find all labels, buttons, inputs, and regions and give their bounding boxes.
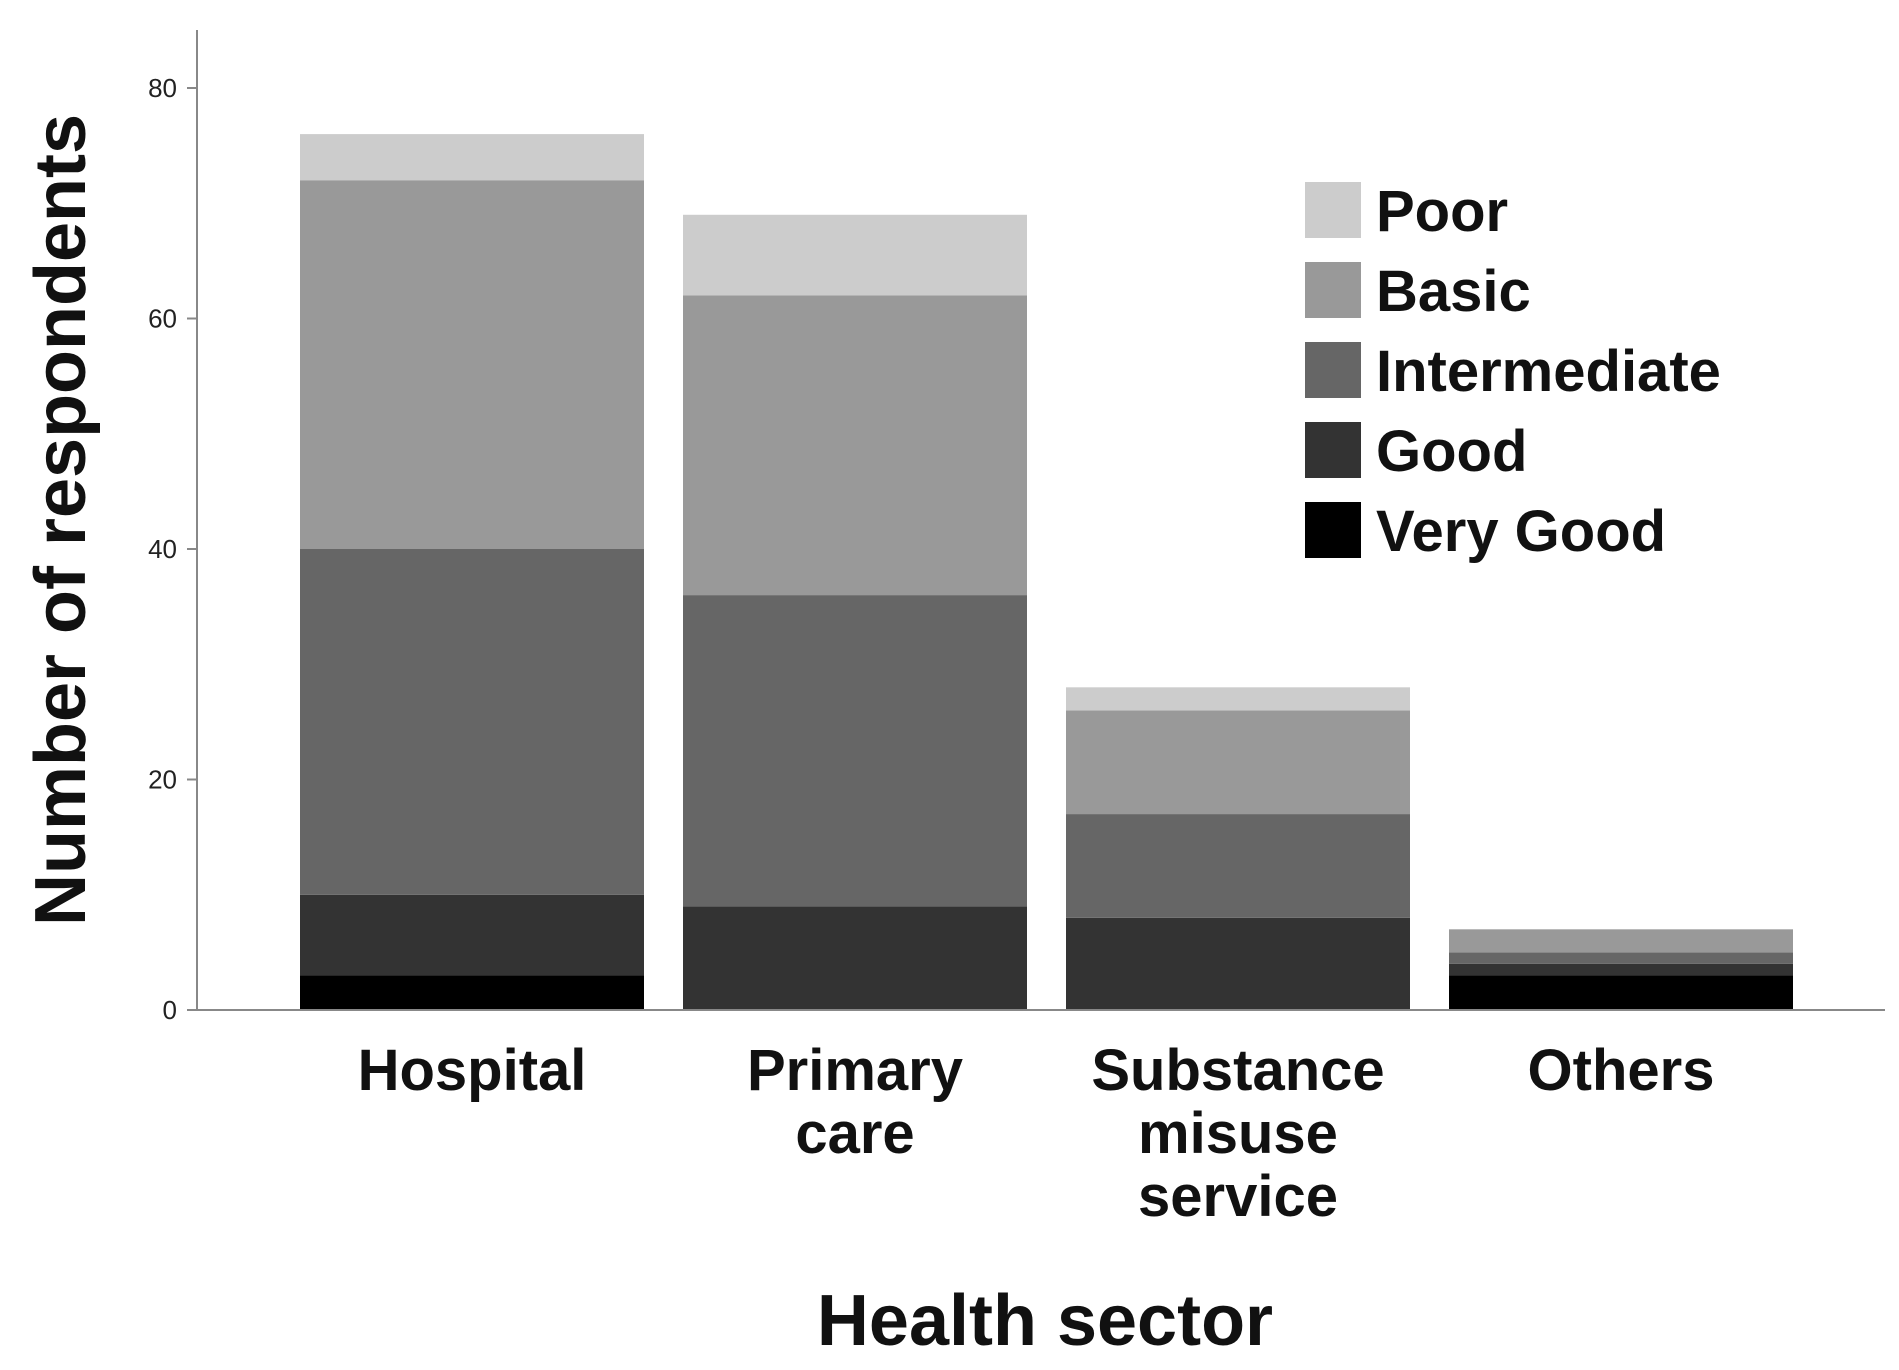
bar-segment-intermediate-2	[1066, 814, 1410, 918]
y-axis: 0 20 40 60 80	[148, 30, 198, 1025]
legend-label-good: Good	[1376, 419, 1527, 484]
x-tick-label-line-1-0: Primary	[747, 1038, 963, 1103]
y-tick-label-1: 20	[148, 765, 177, 795]
y-axis-title: Number of respondents	[21, 114, 101, 926]
bar-segment-very-good-0	[300, 975, 644, 1010]
x-tick-label-3: Others	[1528, 1038, 1715, 1103]
x-tick-label-line-1-1: care	[795, 1101, 914, 1166]
legend-label-very-good: Very Good	[1376, 499, 1666, 564]
bar-segment-intermediate-1	[683, 595, 1027, 907]
bars-layer	[300, 134, 1793, 1010]
y-tick-label-2: 40	[148, 534, 177, 564]
x-tick-label-line-2-2: service	[1138, 1164, 1338, 1229]
y-tick-label-0: 0	[163, 995, 177, 1025]
legend-swatch-poor	[1305, 182, 1361, 238]
x-tick-label-0: Hospital	[358, 1038, 587, 1103]
legend-swatch-very-good	[1305, 502, 1361, 558]
legend-swatch-good	[1305, 422, 1361, 478]
bar-segment-good-2	[1066, 917, 1410, 1010]
legend-swatch-basic	[1305, 262, 1361, 318]
x-axis: Hospital Primary care Substance misuse servic…	[197, 1009, 1885, 1229]
legend: Poor Basic Intermediate Good Very Good	[1305, 179, 1721, 564]
bar-segment-very-good-3	[1449, 975, 1793, 1010]
y-tick-label-4: 80	[148, 73, 177, 103]
bar-segment-poor-0	[300, 134, 644, 181]
x-tick-label-line-0-0: Hospital	[358, 1038, 587, 1103]
bar-segment-basic-0	[300, 180, 644, 549]
x-tick-label-line-3-0: Others	[1528, 1038, 1715, 1103]
bar-segment-poor-1	[683, 214, 1027, 296]
bar-segment-poor-2	[1066, 687, 1410, 711]
x-axis-title: Health sector	[817, 1281, 1273, 1361]
bar-segment-basic-1	[683, 295, 1027, 596]
bar-segment-intermediate-0	[300, 549, 644, 895]
bar-segment-basic-3	[1449, 929, 1793, 953]
legend-label-intermediate: Intermediate	[1376, 339, 1721, 404]
bar-segment-basic-2	[1066, 710, 1410, 815]
x-tick-label-line-2-1: misuse	[1138, 1101, 1338, 1166]
legend-label-poor: Poor	[1376, 179, 1508, 244]
legend-label-basic: Basic	[1376, 259, 1531, 324]
x-tick-label-line-2-0: Substance	[1091, 1038, 1384, 1103]
bar-segment-good-3	[1449, 963, 1793, 976]
legend-swatch-intermediate	[1305, 342, 1361, 398]
bar-segment-good-0	[300, 894, 644, 976]
bar-segment-intermediate-3	[1449, 952, 1793, 964]
bar-segment-good-1	[683, 906, 1027, 1010]
x-tick-label-2: Substance misuse service	[1091, 1038, 1384, 1229]
y-axis-title-group: Number of respondents	[21, 114, 101, 926]
x-tick-label-1: Primary care	[747, 1038, 963, 1166]
y-tick-label-3: 60	[148, 304, 177, 334]
